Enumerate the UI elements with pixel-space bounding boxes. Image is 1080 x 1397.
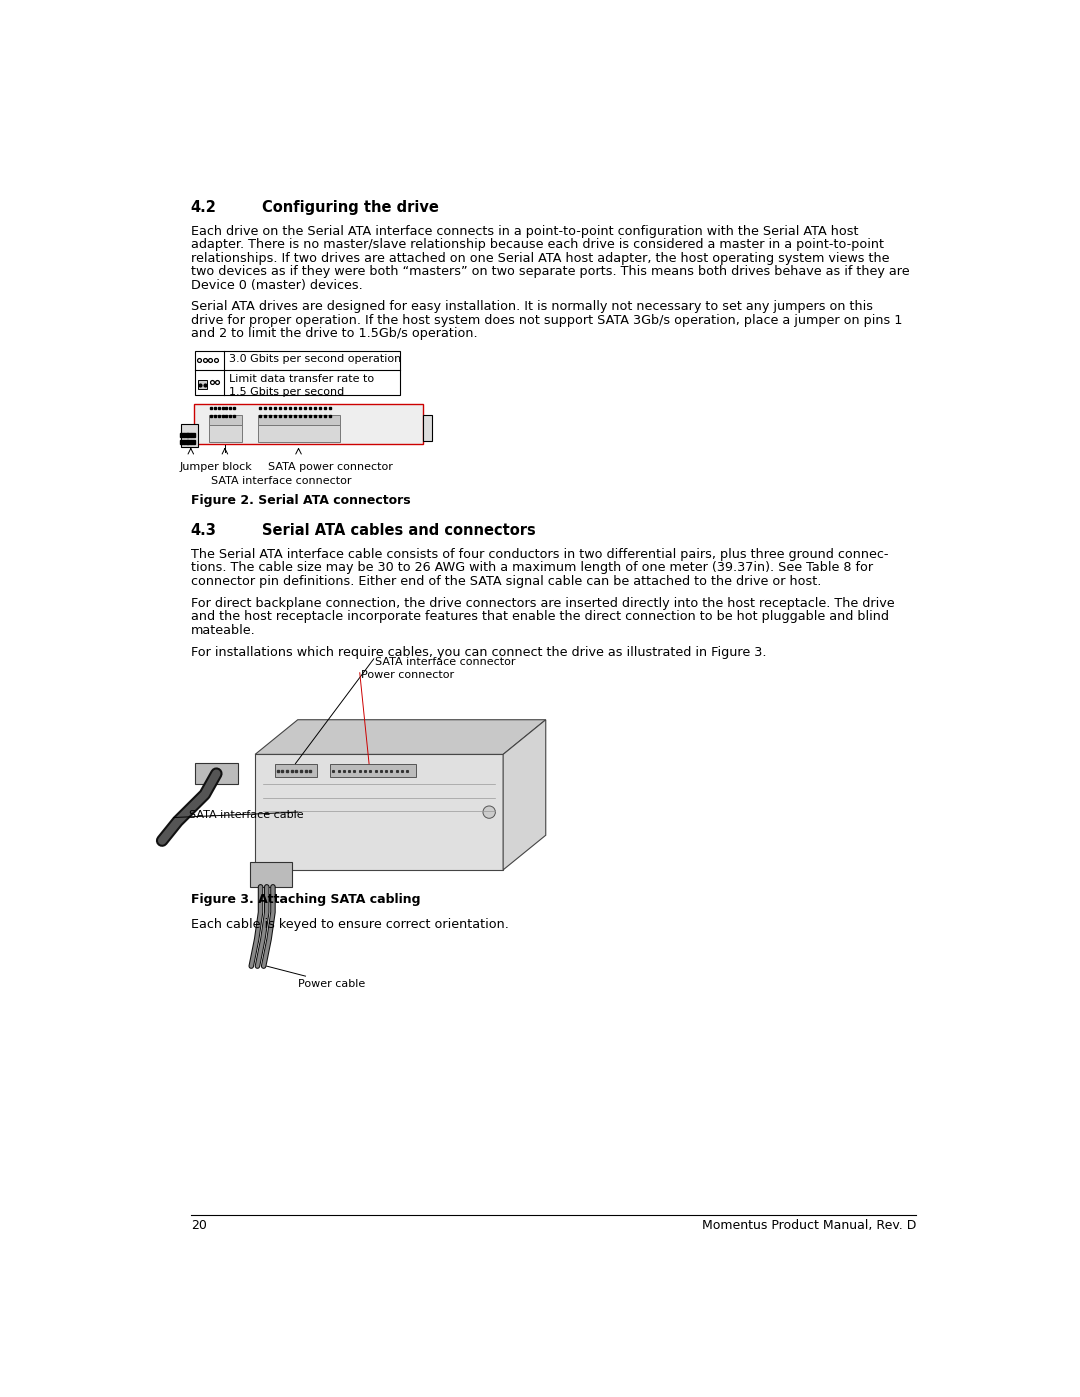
Bar [258, 425, 340, 443]
Bar [258, 415, 340, 425]
Text: Serial ATA cables and connectors: Serial ATA cables and connectors [262, 522, 536, 538]
Polygon shape [255, 719, 545, 754]
Text: SATA power connector: SATA power connector [268, 461, 392, 472]
Bar [198, 380, 207, 390]
Bar [274, 764, 318, 778]
Text: Configuring the drive: Configuring the drive [262, 200, 438, 215]
Text: adapter. There is no master/slave relationship because each drive is considered : adapter. There is no master/slave relati… [191, 237, 883, 251]
Bar [210, 415, 242, 425]
Text: drive for proper operation. If the host system does not support SATA 3Gb/s opera: drive for proper operation. If the host … [191, 314, 902, 327]
Text: SATA interface cable: SATA interface cable [189, 810, 303, 820]
Text: Power cable: Power cable [298, 979, 365, 989]
Bar [210, 425, 242, 443]
Text: 4.2: 4.2 [191, 200, 217, 215]
Bar [330, 764, 416, 778]
Text: For installations which require cables, you can connect the drive as illustrated: For installations which require cables, … [191, 645, 767, 658]
Text: relationships. If two drives are attached on one Serial ATA host adapter, the ho: relationships. If two drives are attache… [191, 251, 889, 264]
Text: The Serial ATA interface cable consists of four conductors in two differential p: The Serial ATA interface cable consists … [191, 548, 888, 560]
Text: 1.5 Gbits per second: 1.5 Gbits per second [229, 387, 345, 397]
Text: connector pin definitions. Either end of the SATA signal cable can be attached t: connector pin definitions. Either end of… [191, 574, 821, 588]
Text: Device 0 (master) devices.: Device 0 (master) devices. [191, 278, 363, 292]
Text: and 2 to limit the drive to 1.5Gb/s operation.: and 2 to limit the drive to 1.5Gb/s oper… [191, 327, 477, 341]
Text: Serial ATA drives are designed for easy installation. It is normally not necessa: Serial ATA drives are designed for easy … [191, 300, 873, 313]
Text: For direct backplane connection, the drive connectors are inserted directly into: For direct backplane connection, the dri… [191, 597, 894, 609]
Text: Figure 3. Attaching SATA cabling: Figure 3. Attaching SATA cabling [191, 893, 420, 907]
Bar [194, 404, 422, 444]
Text: and the host receptacle incorporate features that enable the direct connection t: and the host receptacle incorporate feat… [191, 610, 889, 623]
Bar [194, 351, 400, 394]
Text: two devices as if they were both “masters” on two separate ports. This means bot: two devices as if they were both “master… [191, 265, 909, 278]
Polygon shape [503, 719, 545, 870]
Text: 3.0 Gbits per second operation: 3.0 Gbits per second operation [229, 353, 401, 365]
Text: 20: 20 [191, 1218, 206, 1232]
Text: SATA interface connector: SATA interface connector [375, 657, 516, 666]
Bar [422, 415, 432, 441]
Text: tions. The cable size may be 30 to 26 AWG with a maximum length of one meter (39: tions. The cable size may be 30 to 26 AW… [191, 562, 873, 574]
Circle shape [483, 806, 496, 819]
Text: Figure 2. Serial ATA connectors: Figure 2. Serial ATA connectors [191, 495, 410, 507]
Text: Each cable is keyed to ensure correct orientation.: Each cable is keyed to ensure correct or… [191, 918, 509, 930]
Text: Each drive on the Serial ATA interface connects in a point-to-point configuratio: Each drive on the Serial ATA interface c… [191, 225, 859, 237]
Bar [249, 862, 293, 887]
Text: 4.3: 4.3 [191, 522, 217, 538]
Polygon shape [255, 754, 503, 870]
Text: Jumper block: Jumper block [180, 461, 253, 472]
Text: Limit data transfer rate to: Limit data transfer rate to [229, 374, 374, 384]
Text: Power connector: Power connector [362, 671, 455, 680]
Text: SATA interface connector: SATA interface connector [211, 476, 351, 486]
Bar [195, 763, 238, 784]
Text: Momentus Product Manual, Rev. D: Momentus Product Manual, Rev. D [702, 1218, 916, 1232]
Bar [180, 423, 198, 447]
Text: mateable.: mateable. [191, 623, 256, 637]
